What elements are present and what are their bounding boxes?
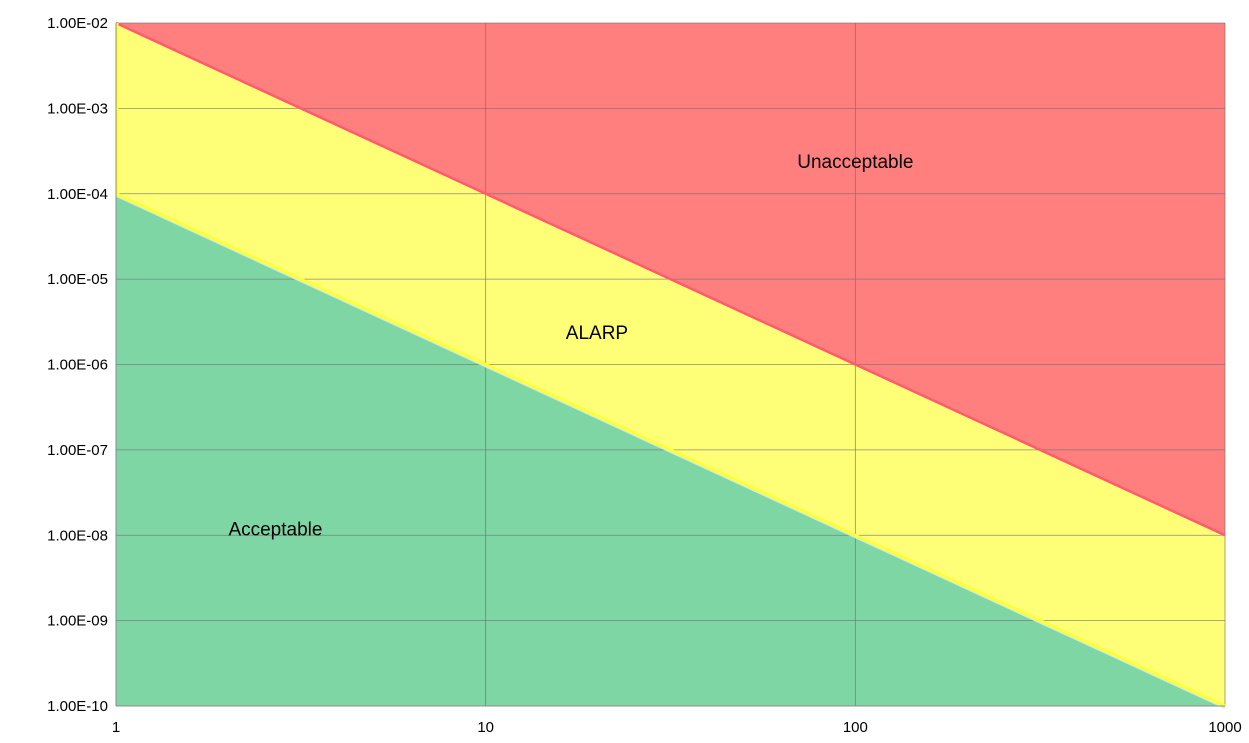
y-tick-label: 1.00E-09 xyxy=(47,613,108,630)
axes: 1.00E-10 1.00E-09 1.00E-08 1.00E-07 1.00E-06… xyxy=(47,15,1242,736)
y-tick-label: 1.00E-03 xyxy=(47,100,108,117)
upper-boundary-line xyxy=(115,21,1226,537)
x-tick-label: 1000 xyxy=(1208,719,1241,736)
region-labels: Unacceptable ALARP Acceptable xyxy=(228,152,913,540)
x-tick-label: 1 xyxy=(112,719,120,736)
x-tick-label: 100 xyxy=(843,719,868,736)
region-label-alarp: ALARP xyxy=(566,323,628,344)
y-tick-label: 1.00E-06 xyxy=(47,357,108,374)
y-tick-label: 1.00E-07 xyxy=(47,442,108,459)
x-tick-label: 10 xyxy=(477,719,494,736)
y-tick-label: 1.00E-04 xyxy=(47,186,108,203)
lower-boundary-glow xyxy=(115,194,1226,709)
region-label-acceptable: Acceptable xyxy=(228,519,322,540)
y-tick-label: 1.00E-02 xyxy=(47,15,108,32)
boundary-lines xyxy=(115,21,1226,709)
y-tick-label: 1.00E-08 xyxy=(47,527,108,544)
y-tick-label: 1.00E-10 xyxy=(47,698,108,715)
region-label-unacceptable: Unacceptable xyxy=(797,152,913,173)
lower-boundary-line xyxy=(115,192,1226,708)
y-tick-label: 1.00E-05 xyxy=(47,271,108,288)
